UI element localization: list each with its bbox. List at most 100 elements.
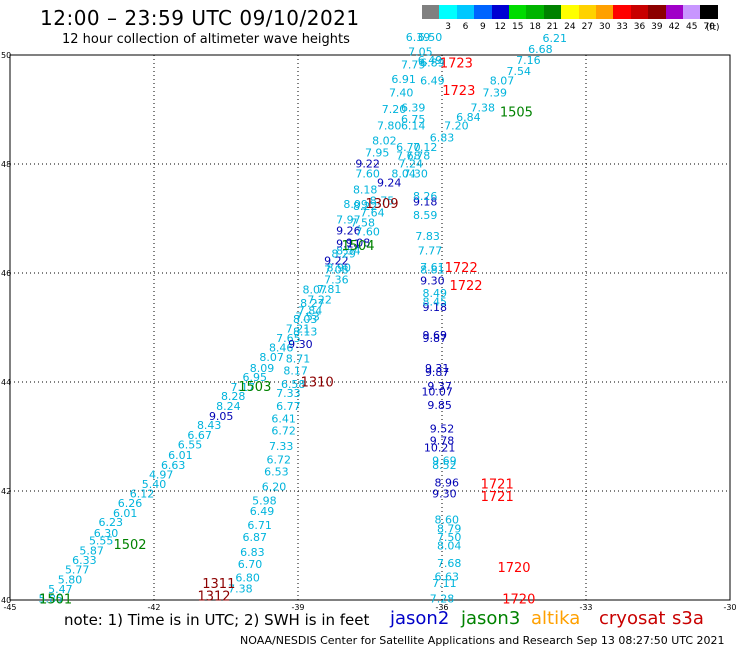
x-tick-label: -39 bbox=[291, 603, 304, 612]
wave-height-label: 7.68 bbox=[396, 149, 421, 162]
wave-height-label: 6.53 bbox=[264, 465, 289, 478]
wave-height-label: 8.13 bbox=[293, 325, 318, 338]
wave-height-label: 8.54 bbox=[336, 245, 361, 258]
wave-height-label: 6.58 bbox=[281, 378, 306, 391]
wave-height-label: 5.40 bbox=[142, 478, 167, 491]
wave-height-label: 6.63 bbox=[161, 459, 186, 472]
wave-height-label: 6.63 bbox=[435, 571, 460, 584]
wave-height-label: 5.98 bbox=[252, 494, 277, 507]
color-scale-swatch bbox=[648, 5, 666, 19]
pass-time-label: 1723 bbox=[440, 57, 473, 72]
wave-height-label: 7.53 bbox=[295, 311, 320, 324]
wave-height-label: 10.21 bbox=[424, 441, 456, 454]
wave-height-label: 8.07 bbox=[259, 351, 284, 364]
wave-height-label: 6.41 bbox=[271, 413, 296, 426]
wave-height-label: 8.29 bbox=[331, 247, 356, 260]
color-scale-swatch bbox=[474, 5, 492, 19]
wave-height-label: 7.22 bbox=[307, 294, 332, 307]
page-subtitle: 12 hour collection of altimeter wave hei… bbox=[62, 32, 350, 47]
wave-height-label: 7.65 bbox=[276, 332, 301, 345]
wave-height-label: 7.50 bbox=[437, 531, 462, 544]
wave-height-label: 7.08 bbox=[324, 264, 349, 277]
wave-height-label: 7.60 bbox=[355, 226, 380, 239]
wave-height-label: 7.17 bbox=[231, 381, 256, 394]
legend-entry-jason2: jason2 bbox=[390, 608, 450, 629]
wave-height-label: 9.24 bbox=[377, 177, 402, 190]
credit-line: NOAA/NESDIS Center for Satellite Applica… bbox=[240, 634, 725, 647]
wave-height-label: 6.39 bbox=[401, 101, 426, 114]
y-tick-label: 50 bbox=[1, 51, 11, 60]
pass-time-label: 1309 bbox=[365, 197, 398, 212]
wave-height-label: 6.01 bbox=[113, 507, 138, 520]
wave-height-label: 6.67 bbox=[187, 429, 212, 442]
wave-height-label: 6.23 bbox=[99, 516, 124, 529]
color-scale-swatch bbox=[422, 5, 440, 19]
plot-frame bbox=[9, 54, 731, 601]
wave-height-label: 7.24 bbox=[399, 157, 424, 170]
wave-height-label: 7.33 bbox=[269, 440, 294, 453]
wave-height-label: 8.02 bbox=[372, 135, 397, 148]
wave-height-label: 6.84 bbox=[456, 111, 481, 124]
legend-entry-altika: altika bbox=[531, 608, 581, 629]
wave-height-label: 7.78 bbox=[406, 149, 431, 162]
wave-height-label: 9.52 bbox=[430, 422, 455, 435]
wave-height-label: 7.61 bbox=[420, 261, 445, 274]
color-scale-label: 15 bbox=[511, 22, 524, 32]
x-tick-label: -42 bbox=[147, 603, 160, 612]
wave-height-label: 6.49 bbox=[418, 54, 443, 67]
wave-height-label: 9.30 bbox=[420, 275, 445, 288]
wave-height-label: 8.07 bbox=[490, 75, 515, 88]
wave-height-label: 8.49 bbox=[423, 287, 448, 300]
wave-height-label: 5.80 bbox=[58, 573, 83, 586]
wave-height-label: 9.18 bbox=[413, 196, 438, 209]
wave-height-label: 9.11 bbox=[336, 238, 361, 251]
wave-height-label: 6.33 bbox=[72, 554, 97, 567]
wave-height-label: 6.49 bbox=[250, 505, 275, 518]
wave-height-label: 7.60 bbox=[355, 167, 380, 180]
wave-height-label: 6.95 bbox=[243, 371, 268, 384]
color-scale-label: 33 bbox=[616, 22, 628, 32]
color-scale-swatch bbox=[683, 5, 701, 19]
y-tick-label: 46 bbox=[1, 269, 11, 278]
legend-entry-jason3: jason3 bbox=[461, 608, 521, 629]
wave-height-label: 6.12 bbox=[130, 488, 155, 501]
color-scale-swatch bbox=[630, 5, 649, 19]
wave-height-label: 7.58 bbox=[351, 216, 376, 229]
y-tick-label: 48 bbox=[1, 160, 11, 169]
wave-height-label: 7.28 bbox=[430, 592, 455, 605]
wave-height-label: 6.30 bbox=[94, 527, 119, 540]
wave-height-label: 7.38 bbox=[228, 583, 253, 596]
wave-height-label: 9.30 bbox=[432, 488, 457, 501]
wave-height-label: 4.97 bbox=[149, 469, 174, 482]
wave-height-label: 6.75 bbox=[401, 113, 426, 126]
color-scale-swatch bbox=[596, 5, 614, 19]
wave-height-label: 8.18 bbox=[353, 184, 378, 197]
wave-height-label: 7.79 bbox=[401, 58, 426, 71]
wave-height-label: 6.39 bbox=[406, 31, 431, 44]
pass-time-label: 1721 bbox=[481, 490, 514, 505]
wave-height-label: 7.12 bbox=[413, 141, 438, 154]
wave-height-label: 6.70 bbox=[238, 558, 263, 571]
pass-time-label: 1720 bbox=[502, 592, 535, 607]
color-scale-label: 45 bbox=[685, 22, 698, 32]
wave-height-label: 8.60 bbox=[435, 513, 460, 526]
pass-time-label: 1312 bbox=[197, 590, 230, 605]
wave-height-label: 8.90 bbox=[327, 262, 352, 275]
wave-height-label: 6.26 bbox=[118, 497, 143, 510]
wave-height-label: 7.64 bbox=[360, 207, 385, 220]
wave-height-label: 7.16 bbox=[516, 54, 541, 67]
wave-height-label: 5.77 bbox=[65, 563, 90, 576]
wave-height-label: 10.07 bbox=[421, 385, 453, 398]
wave-height-label: 6.71 bbox=[247, 519, 272, 532]
wave-height-label: 9.22 bbox=[355, 157, 380, 170]
wave-height-label: 9.30 bbox=[288, 338, 313, 351]
y-tick-label: 42 bbox=[1, 487, 11, 496]
wave-height-label: 9.26 bbox=[336, 224, 361, 237]
pass-time-label: 1502 bbox=[113, 538, 146, 553]
wave-height-label: 8.96 bbox=[435, 476, 460, 489]
pass-time-label: 1501 bbox=[39, 592, 72, 607]
wave-height-label: 7.38 bbox=[471, 101, 496, 114]
wave-height-label: 9.37 bbox=[427, 380, 452, 393]
color-scale-swatch bbox=[613, 5, 631, 19]
